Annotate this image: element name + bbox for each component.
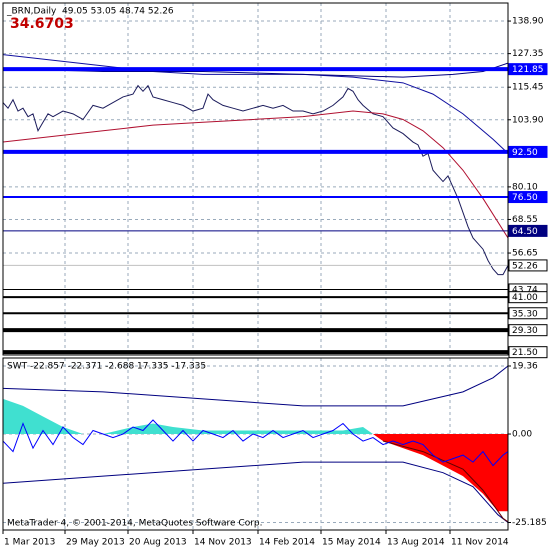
- level-label: 52.26: [512, 261, 538, 271]
- level-label: 76.50: [512, 193, 538, 203]
- area-positive: [3, 398, 373, 435]
- panel-border: [2, 357, 509, 531]
- x-tick-label: 13 Aug 2014: [387, 538, 445, 548]
- y-tick-label: 19.36: [512, 362, 538, 372]
- level-label: 92.50: [512, 148, 538, 158]
- balance-value: 34.6703: [10, 16, 74, 32]
- y-tick-label: 68.55: [512, 215, 538, 225]
- level-label-box: [508, 191, 548, 204]
- level-label-box: [508, 145, 548, 158]
- x-tick-label: 29 May 2013: [66, 538, 125, 548]
- series-line: [3, 84, 508, 276]
- series-line: [3, 62, 508, 78]
- level-label: 29.30: [512, 326, 538, 336]
- footer-copyright: MetaTrader 4, © 2001-2014, MetaQuotes So…: [7, 519, 263, 529]
- y-tick-label: -25.185: [512, 518, 547, 528]
- x-tick-label: 20 Aug 2013: [129, 538, 187, 548]
- level-label-box: [508, 63, 548, 76]
- level-label: 121.85: [512, 65, 544, 75]
- y-tick-label: 0.00: [512, 430, 532, 440]
- chart-title: SWT -22.857 -22.371 -2.688 17.335 -17.33…: [7, 362, 206, 372]
- chart-title: _BRN,Daily: [6, 7, 57, 17]
- plot-area: [3, 3, 508, 355]
- level-label: 41.00: [512, 293, 538, 303]
- area-negative: [3, 434, 508, 512]
- y-tick-label: 115.45: [512, 83, 544, 93]
- series-line: [3, 461, 508, 523]
- x-tick-label: 11 Nov 2014: [451, 538, 509, 548]
- level-label: 35.30: [512, 309, 538, 319]
- y-tick-label: 127.35: [512, 49, 544, 59]
- x-tick-label: 1 Mar 2013: [4, 538, 55, 548]
- plot-area: [3, 358, 508, 530]
- level-label: 43.74: [512, 285, 538, 295]
- level-label-box: [508, 324, 548, 337]
- level-label-box: [508, 224, 548, 237]
- series-line: [3, 365, 508, 407]
- ohlc-values: 49.05 53.05 48.74 52.26: [62, 7, 174, 17]
- level-label-box: [508, 346, 548, 359]
- series-line: [3, 110, 508, 239]
- level-label: 64.50: [512, 227, 538, 237]
- level-label-box: [508, 259, 548, 272]
- y-tick-label: 103.90: [512, 115, 544, 125]
- series-line: [3, 419, 508, 467]
- level-label-box: [508, 307, 548, 320]
- x-tick-label: 15 May 2014: [322, 538, 381, 548]
- y-tick-label: 56.65: [512, 249, 538, 259]
- y-tick-label: 80.10: [512, 182, 538, 192]
- series-line: [382, 440, 508, 523]
- panel-border: [2, 2, 509, 356]
- x-tick-label: 14 Feb 2014: [259, 538, 315, 548]
- level-label: 21.50: [512, 348, 538, 358]
- x-tick-label: 14 Nov 2013: [194, 538, 252, 548]
- y-tick-label: 138.90: [512, 17, 544, 27]
- level-label-box: [508, 291, 548, 304]
